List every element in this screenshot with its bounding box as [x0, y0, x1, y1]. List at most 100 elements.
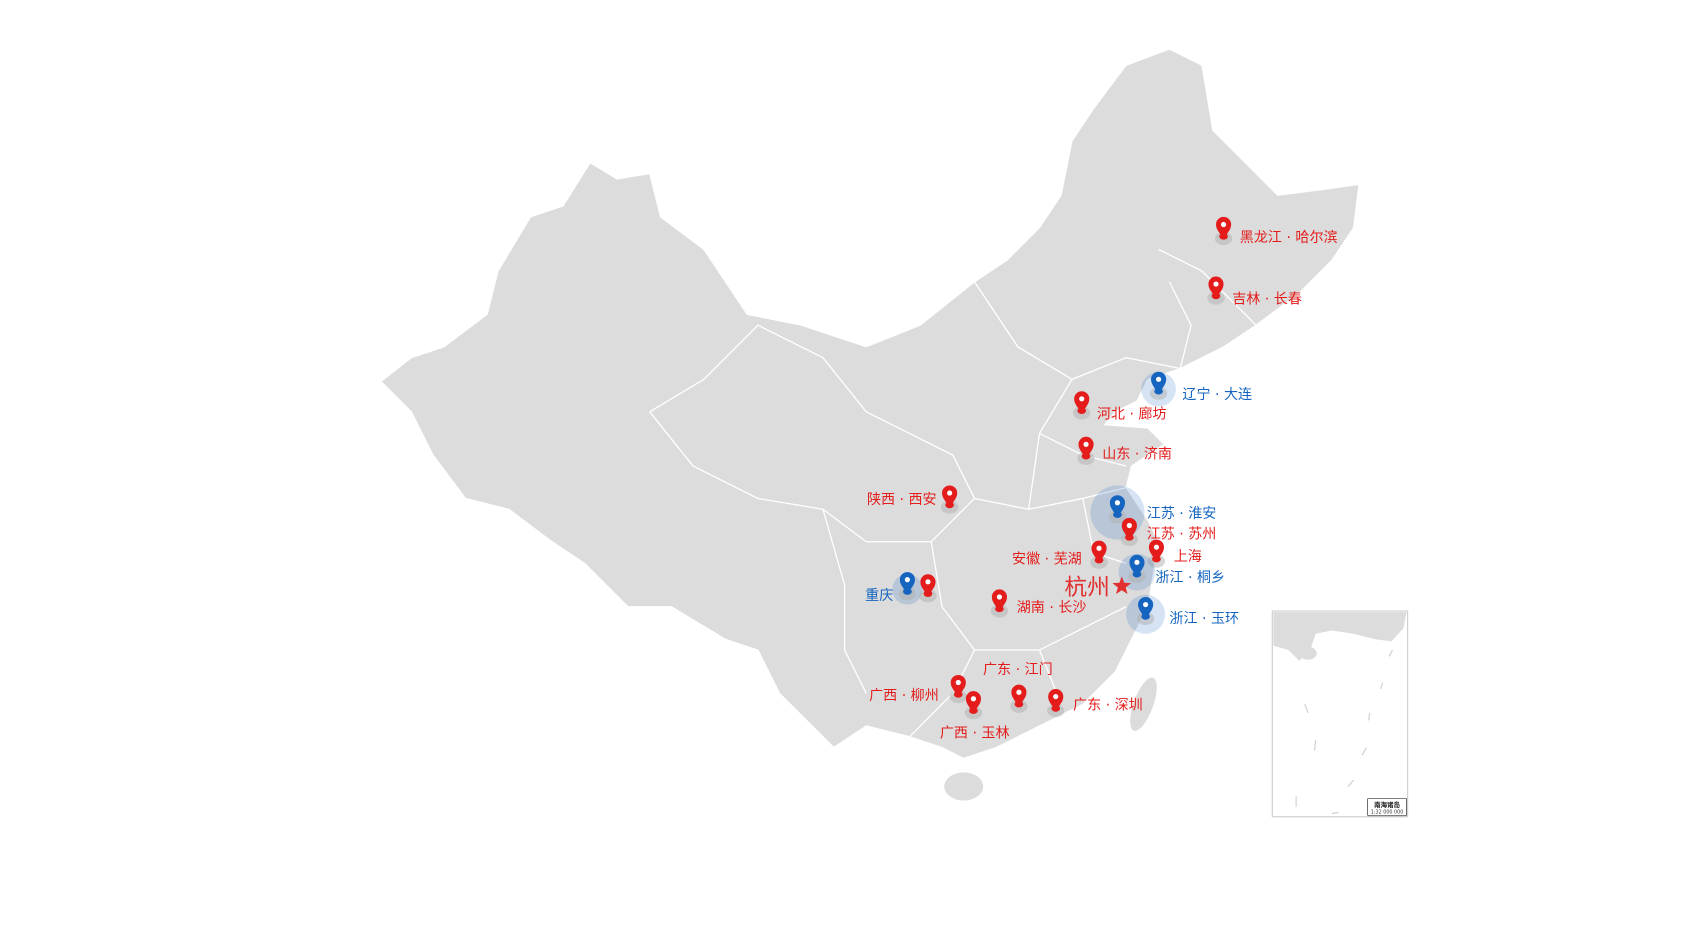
pin-dot — [1134, 559, 1140, 565]
pin-base — [1211, 292, 1221, 300]
pin-dot — [970, 696, 977, 702]
marker-label: 广西 · 玉林 — [940, 726, 1010, 742]
marker-label: 辽宁 · 大连 — [1182, 386, 1252, 403]
pin-dot — [1079, 396, 1085, 402]
pin-dot — [1220, 221, 1227, 228]
map-marker[interactable]: 吉林 · 长春 — [1207, 276, 1302, 308]
map-marker[interactable]: 山东 · 济南 — [1077, 436, 1172, 465]
pin-base — [1094, 556, 1104, 564]
pin-base — [1141, 613, 1150, 620]
pin-base — [969, 707, 978, 714]
map-pin-icon — [942, 485, 958, 509]
map-pin-icon — [1121, 517, 1137, 541]
pin-base — [1014, 700, 1024, 708]
pin-dot — [904, 577, 910, 583]
map-pin-icon — [1011, 684, 1027, 708]
map-marker[interactable]: 广东 · 江门 — [983, 662, 1053, 713]
pin-dot — [1096, 545, 1102, 551]
star-icon — [1112, 576, 1132, 595]
south-china-sea-inset: 南海诸岛 1:32 000 000 — [1271, 610, 1409, 818]
map-pin-icon — [1048, 689, 1064, 712]
map-marker[interactable]: 黑龙江 · 哈尔滨 — [1214, 216, 1338, 246]
map-marker[interactable]: 上海 — [1147, 539, 1202, 568]
map-marker[interactable]: 湖南 · 长沙 — [990, 589, 1087, 618]
map-marker[interactable]: 江苏 · 苏州 — [1120, 517, 1217, 547]
hq-label: 杭州 — [1064, 575, 1109, 601]
marker-label: 湖南 · 长沙 — [1017, 600, 1087, 616]
marker-label: 广东 · 深圳 — [1073, 698, 1143, 714]
pin-base — [1081, 452, 1091, 460]
map-pin-icon — [1078, 436, 1094, 460]
hq-marker-hangzhou[interactable]: 杭州 — [1064, 575, 1132, 601]
map-marker[interactable]: 安徽 · 芜湖 — [1012, 540, 1108, 569]
map-pin-icon — [991, 589, 1008, 613]
inset-dashed-lines — [1295, 649, 1393, 815]
marker-label: 山东 · 济南 — [1102, 446, 1172, 462]
map-marker[interactable]: 广西 · 玉林 — [940, 691, 1010, 742]
marker-label: 广东 · 江门 — [983, 662, 1053, 678]
inset-title: 南海诸岛 — [1374, 800, 1400, 809]
map-marker[interactable]: 重庆 — [865, 572, 923, 605]
pin-dot — [1213, 281, 1219, 287]
pin-base — [1051, 705, 1061, 712]
marker-label: 重庆 — [865, 588, 893, 604]
marker-label: 河北 · 廊坊 — [1097, 405, 1167, 422]
pin-dot — [947, 490, 953, 496]
pin-base — [1077, 407, 1087, 414]
map-pin-icon — [1074, 391, 1090, 414]
map-pin-icon — [1151, 371, 1167, 395]
map-marker[interactable] — [919, 574, 937, 603]
pin-base — [995, 605, 1004, 613]
pin-dot — [955, 679, 961, 686]
map-pin-icon — [920, 574, 936, 597]
marker-label: 江苏 · 淮安 — [1147, 506, 1217, 522]
inset-hainan — [1299, 646, 1317, 660]
map-marker[interactable]: 陕西 · 西安 — [867, 485, 959, 514]
hainan-island — [944, 772, 984, 801]
pin-dot — [1114, 500, 1121, 506]
marker-label: 安徽 · 芜湖 — [1012, 550, 1082, 567]
map-marker[interactable]: 浙江 · 玉环 — [1126, 594, 1239, 634]
map-marker[interactable]: 浙江 · 桐乡 — [1118, 553, 1225, 591]
mainland-shape — [380, 48, 1360, 759]
map-pin-icon — [1138, 596, 1154, 620]
map-pin-icon — [950, 674, 966, 698]
map-pin-icon — [1208, 276, 1224, 300]
pin-dot — [925, 579, 931, 585]
map-pin-icon — [1091, 540, 1107, 564]
map-marker[interactable]: 辽宁 · 大连 — [1141, 371, 1252, 407]
marker-label: 广西 · 柳州 — [869, 687, 939, 704]
pin-dot — [1126, 522, 1132, 529]
map-pin-icon — [1129, 554, 1145, 578]
inset-scale: 1:32 000 000 — [1371, 810, 1404, 816]
map-marker[interactable]: 江苏 · 淮安 — [1090, 485, 1217, 540]
map-pin-icon — [965, 691, 982, 714]
pin-base — [945, 501, 954, 509]
map-pin-icon — [899, 572, 915, 595]
map-pin-icon — [1215, 216, 1232, 240]
map-marker[interactable]: 广东 · 深圳 — [1047, 689, 1143, 718]
pin-base — [923, 590, 933, 597]
pin-dot — [1156, 376, 1162, 382]
pin-dot — [1143, 601, 1149, 608]
map-marker[interactable]: 河北 · 廊坊 — [1073, 391, 1167, 422]
pin-dot — [1153, 544, 1160, 550]
marker-label: 江苏 · 苏州 — [1147, 527, 1217, 543]
marker-label: 上海 — [1174, 549, 1202, 565]
marker-label: 浙江 · 桐乡 — [1155, 570, 1225, 586]
map-marker[interactable]: 广西 · 柳州 — [869, 674, 967, 704]
pin-dot — [1053, 693, 1059, 700]
pin-dot — [1083, 441, 1089, 447]
pin-dot — [1016, 689, 1022, 695]
marker-label: 黑龙江 · 哈尔滨 — [1240, 230, 1338, 246]
marker-label: 浙江 · 玉环 — [1169, 611, 1239, 627]
pin-base — [903, 588, 912, 595]
pin-base — [1219, 233, 1228, 240]
map-pin-icon — [1109, 495, 1126, 518]
pin-base — [953, 691, 963, 698]
pin-base — [1113, 511, 1122, 518]
china-landmass — [380, 48, 1360, 801]
marker-label: 陕西 · 西安 — [867, 492, 937, 508]
